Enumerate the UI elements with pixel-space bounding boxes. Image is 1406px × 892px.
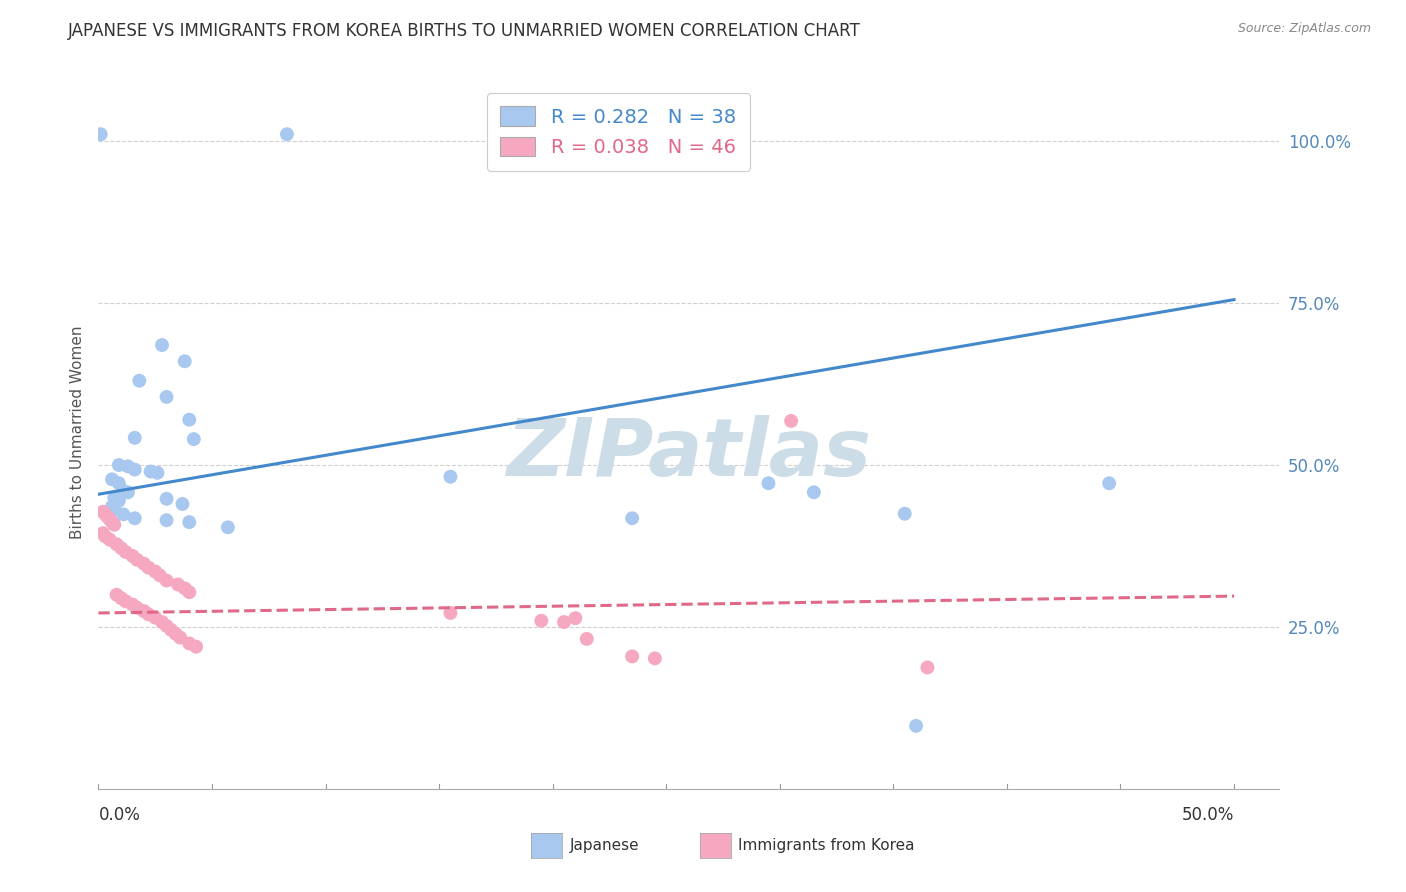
Text: 50.0%: 50.0% (1181, 805, 1234, 823)
Point (132, 604, 155, 618)
Point (110, 591, 132, 605)
Point (98, 507, 121, 521)
Point (150, 615, 173, 629)
Point (128, 374, 150, 388)
Point (564, 611, 586, 625)
Point (112, 483, 135, 498)
Text: ZIPatlas: ZIPatlas (506, 415, 872, 493)
Point (155, 513, 177, 527)
Point (179, 412, 201, 426)
Point (103, 517, 125, 532)
Point (184, 640, 207, 654)
Point (112, 508, 135, 522)
Point (155, 491, 177, 506)
Point (644, 651, 666, 665)
Text: Japanese: Japanese (569, 838, 640, 853)
Point (179, 515, 201, 529)
Point (103, 491, 125, 505)
Point (121, 549, 143, 563)
Point (101, 500, 124, 514)
Point (146, 466, 169, 480)
Point (758, 476, 780, 491)
Point (94, 508, 117, 522)
Point (553, 615, 575, 629)
Point (276, 127, 298, 141)
Point (91, 526, 114, 541)
Point (621, 511, 644, 525)
Point (114, 594, 136, 608)
Point (621, 649, 644, 664)
Point (121, 598, 143, 612)
Point (905, 719, 928, 733)
Point (439, 606, 461, 620)
Point (143, 565, 166, 579)
Point (160, 623, 183, 637)
Point (91, 505, 114, 519)
Point (124, 462, 146, 476)
Point (143, 610, 166, 624)
Point (139, 465, 162, 479)
Point (149, 568, 172, 582)
Point (124, 431, 146, 445)
Point (165, 626, 187, 640)
Point (155, 619, 177, 633)
Point (117, 459, 139, 474)
Point (575, 632, 598, 646)
Point (155, 390, 177, 404)
Point (169, 631, 191, 645)
Point (172, 497, 194, 511)
Point (530, 614, 553, 628)
Point (96, 510, 118, 524)
Text: Source: ZipAtlas.com: Source: ZipAtlas.com (1237, 22, 1371, 36)
Point (105, 537, 128, 551)
Point (101, 515, 124, 529)
Point (125, 553, 148, 567)
Point (105, 588, 128, 602)
Point (183, 432, 205, 446)
Point (893, 507, 915, 521)
Point (94, 529, 117, 543)
Point (110, 541, 132, 555)
Point (117, 485, 139, 500)
Legend: R = 0.282   N = 38, R = 0.038   N = 46: R = 0.282 N = 38, R = 0.038 N = 46 (486, 93, 749, 170)
Point (98, 512, 121, 526)
Point (138, 560, 160, 574)
Point (103, 502, 125, 516)
Point (803, 485, 825, 500)
Point (125, 600, 148, 615)
Point (108, 493, 131, 508)
Point (108, 476, 131, 491)
Text: 0.0%: 0.0% (98, 805, 141, 823)
Point (439, 469, 461, 483)
Point (124, 511, 146, 525)
Point (101, 472, 124, 486)
Point (179, 636, 201, 650)
Point (1098, 476, 1121, 491)
Point (108, 458, 131, 472)
Point (132, 557, 155, 571)
Point (155, 574, 177, 588)
Point (114, 545, 136, 559)
Point (90, 127, 112, 141)
Y-axis label: Births to Unmarried Women: Births to Unmarried Women (69, 326, 84, 540)
Point (150, 338, 173, 352)
Point (217, 520, 239, 534)
Point (138, 607, 160, 622)
Point (179, 585, 201, 599)
Text: JAPANESE VS IMMIGRANTS FROM KOREA BIRTHS TO UNMARRIED WOMEN CORRELATION CHART: JAPANESE VS IMMIGRANTS FROM KOREA BIRTHS… (67, 22, 860, 40)
Point (173, 582, 195, 596)
Text: Immigrants from Korea: Immigrants from Korea (738, 838, 915, 853)
Point (96, 505, 118, 519)
Point (167, 577, 190, 591)
Point (780, 414, 803, 428)
Point (98, 533, 121, 547)
Point (173, 354, 195, 368)
Point (917, 660, 939, 674)
